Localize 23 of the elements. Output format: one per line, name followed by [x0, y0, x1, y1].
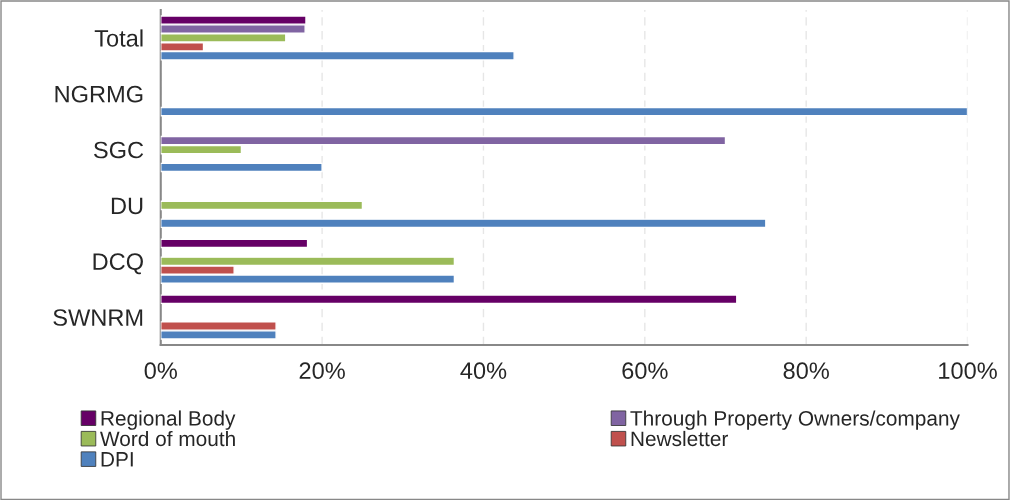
x-tick-label: 60% — [622, 362, 668, 380]
x-tick-label: 0% — [144, 362, 177, 380]
bar — [160, 200, 364, 211]
bar — [160, 238, 309, 249]
bar — [160, 294, 738, 305]
y-tick-label: DU — [111, 197, 143, 215]
x-tick-label: 100% — [939, 362, 997, 380]
bar — [160, 106, 968, 117]
legend-label: Regional Body — [101, 410, 236, 430]
x-tick-label: 20% — [299, 362, 345, 380]
legend-label: DPI — [101, 452, 133, 467]
y-tick-label: DCQ — [93, 253, 143, 275]
bar — [160, 162, 323, 173]
y-tick-label: SGC — [93, 141, 144, 159]
x-tick-label: 80% — [783, 362, 829, 380]
x-tick-label: 40% — [460, 362, 507, 380]
y-tick-label: Total — [94, 29, 143, 47]
legend-label: Newsletter — [631, 430, 728, 447]
legend-label: Through Property Owners/company — [630, 410, 960, 430]
legend-label: Word of mouth — [100, 430, 235, 447]
bar — [160, 218, 767, 229]
y-tick-label: SWNRM — [53, 309, 143, 326]
y-tick-label: NGRMG — [55, 85, 143, 103]
